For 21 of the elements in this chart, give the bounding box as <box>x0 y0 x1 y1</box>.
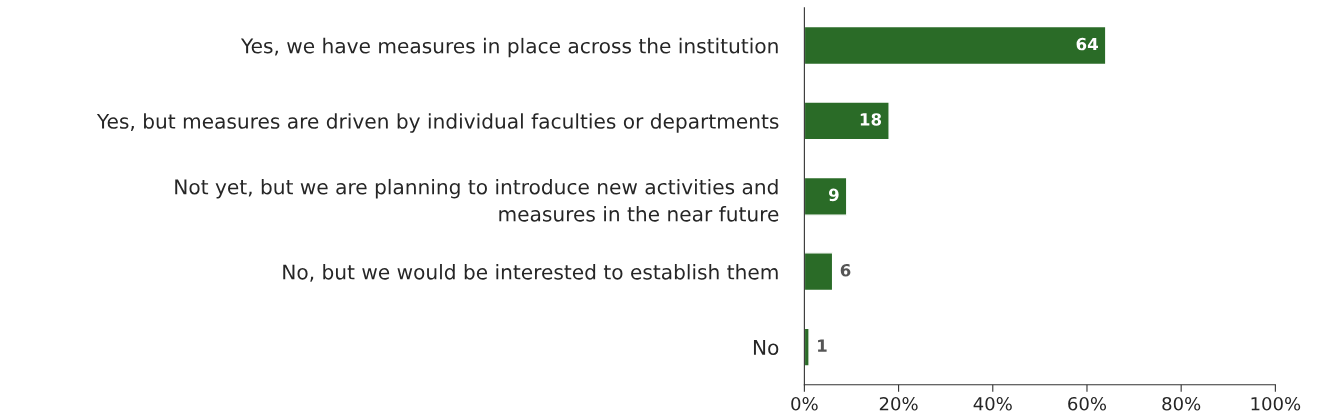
x-tick-label: 20% <box>879 396 918 411</box>
x-tick-label: 0% <box>791 396 818 411</box>
data-label: 18 <box>860 113 882 126</box>
bar <box>804 101 890 141</box>
bar <box>804 252 834 292</box>
x-tick-label: 40% <box>973 396 1012 411</box>
y-tick-label: Not yet, but we are planning to introduce new activities and measures in the near future <box>175 178 779 222</box>
bar <box>804 25 1107 66</box>
bar <box>804 327 810 367</box>
data-label: 6 <box>840 263 851 277</box>
data-label: 64 <box>1076 37 1098 51</box>
y-tick-label: No <box>753 340 779 356</box>
data-label: 1 <box>818 339 827 352</box>
bar <box>804 176 848 216</box>
x-tick-label: 60% <box>1068 396 1107 411</box>
y-tick-label: Yes, but measures are driven by individual faculties or departments <box>96 113 779 133</box>
data-label: 9 <box>828 188 839 202</box>
y-tick-label: Yes, we have measures in place across the institution <box>240 37 778 58</box>
x-tick-label: 100% <box>1251 396 1301 411</box>
x-tick-label: 80% <box>1162 396 1201 411</box>
y-tick-label: No, but we would be interested to establish them <box>283 264 778 282</box>
